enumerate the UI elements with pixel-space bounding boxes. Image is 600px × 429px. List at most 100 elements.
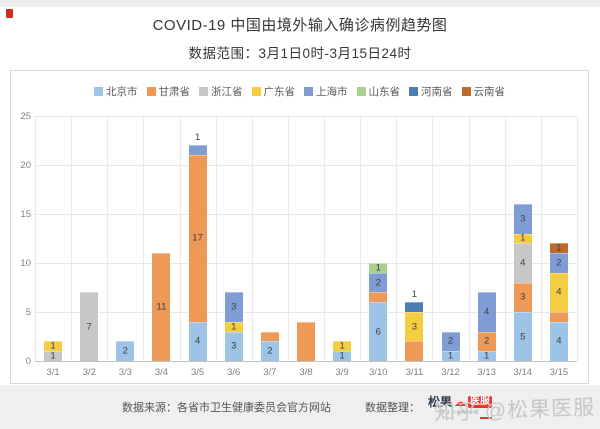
y-axis-tick-label: 10 [20,258,31,269]
bar-segment: 4 [513,243,532,283]
legend-label: 河南省 [421,86,453,98]
chart-legend: 北京市 甘肃省 浙江省 广东省 上海市 山东省 河南省 云南省 [11,84,588,99]
gridline-vertical [143,116,145,361]
legend-label: 广东省 [263,86,296,98]
bar-segment: 1 [333,351,352,362]
bar-segment: 17 [188,155,207,322]
bar-segment: 3 [224,292,243,322]
footer-credits: 数据来源：各省市卫生健康委员会官方网站 数据整理： 松果 ☁ 医服 SongMe… [122,385,493,429]
bar-segment-label: 1 [231,321,237,333]
legend-item: 浙江省 [199,84,243,99]
y-axis-tick-label: 15 [20,209,31,220]
bar-segment: 3 [224,331,243,361]
legend-item: 北京市 [94,84,138,99]
legend-item: 云南省 [461,84,506,99]
bar-segment-label: 1 [50,340,56,352]
logo-underline [480,416,493,419]
logo-text-left: 松果 [428,394,453,409]
bar-segment: 1 [44,340,63,352]
legend-label: 北京市 [106,86,138,98]
bar-segment-label: 2 [556,257,562,269]
footer-band: 数据来源：各省市卫生健康委员会官方网站 数据整理： 松果 ☁ 医服 SongMe… [0,385,600,429]
bar-segment [405,302,424,312]
data-source-text: 数据来源：各省市卫生健康委员会官方网站 [122,402,331,414]
bar-segment-label: 3 [231,301,237,313]
x-axis-line [35,361,577,362]
gridline-vertical [107,116,109,361]
x-axis-tick-label: 3/14 [513,367,533,378]
cloud-icon: ☁ [454,394,467,409]
legend-label: 上海市 [316,86,348,98]
logo-text-right: 医服 [468,395,493,408]
bar-segment: 1 [513,232,532,244]
y-axis-tick-label: 20 [20,160,31,171]
zhihu-watermark: 知乎 @松果医服 [433,396,596,425]
bar-segment-label: 11 [156,301,167,313]
bar-segment: 1 [224,321,243,333]
legend-label: 山东省 [368,86,401,98]
bar-segment: 6 [369,302,388,361]
gridline-vertical [215,116,217,361]
legend-swatch-icon [146,87,156,96]
bar-segment: 3 [513,204,532,234]
bar-segment: 2 [260,341,279,361]
y-axis-tick-label: 5 [25,307,31,318]
gridline-horizontal [35,312,577,313]
legend-label: 云南省 [473,86,506,98]
bar-segment-label: 4 [556,286,562,298]
y-axis-tick-label: 25 [20,111,31,122]
legend-item: 山东省 [356,84,401,99]
bar-segment-label: 1 [556,242,562,254]
gridline-vertical [540,116,542,361]
legend-swatch-icon [461,87,471,96]
x-axis-tick-label: 3/8 [299,367,313,378]
bar-segment: 1 [477,351,496,362]
bar-segment [549,312,568,322]
bar-segment-label: 1 [520,232,526,244]
legend-swatch-icon [199,87,208,96]
bar-segment-label: 7 [86,321,92,333]
bar-segment [369,292,388,303]
bar-segment-label: 3 [520,291,526,303]
bar-segment-label: 5 [520,331,526,342]
chart-subtitle: 数据范围：3月1日0时-3月15日24时 [188,46,412,61]
bar-segment: 1 [44,350,63,362]
gridline-vertical [71,116,73,361]
bar-segment-label: 1 [339,340,345,352]
bar-segment: 2 [477,331,496,352]
bar-segment: 3 [513,282,532,312]
bar-segment: 4 [188,321,207,361]
x-axis-tick-label: 3/5 [190,367,205,378]
gridline-horizontal [35,165,577,166]
bar-segment: 4 [477,292,496,332]
bar-segment-label: 1 [447,350,454,362]
bar-segment: 7 [80,292,99,361]
bar-segment-label: 2 [447,335,454,347]
legend-swatch-icon [409,87,418,96]
bar-segment: 4 [549,321,568,361]
legend-item: 河南省 [409,84,453,99]
legend-label: 甘肃省 [158,86,191,98]
gridline-vertical [468,116,470,361]
y-axis-tick-label: 0 [25,356,31,367]
bar-segment-label: 17 [192,232,203,244]
x-axis-tick-label: 3/2 [82,367,96,378]
bar-segment: 2 [441,331,460,352]
legend-label: 浙江省 [211,86,243,98]
songguo-logo-row: 松果 ☁ 医服 [428,394,493,409]
bar-segment-label: 3 [520,213,526,225]
legend-item: 上海市 [304,84,348,99]
bar-segment-label: 2 [122,345,128,357]
bar-segment-label: 3 [231,340,237,352]
bar-segment [405,341,424,361]
gridline-vertical [324,116,326,361]
bar-segment-label: 4 [194,335,201,347]
corner-marker [6,9,13,18]
chart-title: COVID-19 中国由境外输入确诊病例趋势图 [152,17,448,34]
x-axis-tick-label: 3/6 [227,367,241,378]
x-axis-tick-label: 3/11 [405,367,424,378]
bar-segment-label: 4 [484,306,490,318]
bar-segment-label: 1 [50,350,56,362]
bar-segment [260,331,279,342]
